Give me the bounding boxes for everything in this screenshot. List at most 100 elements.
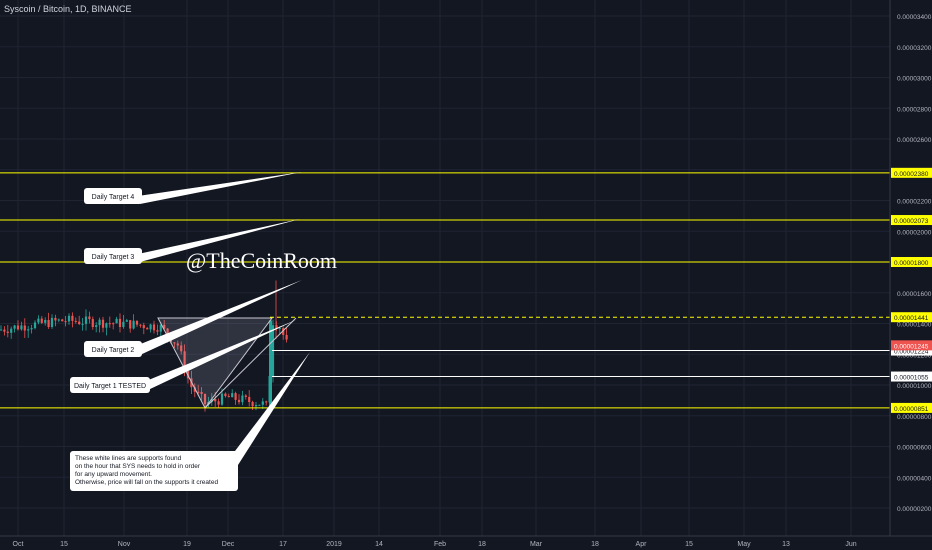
y-tick-label: 0.00002600: [897, 137, 932, 144]
x-tick-label: May: [737, 541, 751, 548]
candle-body: [135, 320, 139, 325]
candle-body: [210, 398, 213, 402]
callout-text: Daily Target 3: [92, 254, 135, 261]
candle-body: [176, 343, 179, 346]
candle-body: [37, 318, 40, 323]
candle-body: [227, 396, 230, 398]
callout-box[interactable]: [70, 451, 238, 491]
candle-body: [74, 320, 77, 322]
callout-pointer: [232, 352, 310, 465]
candle-body: [163, 324, 166, 329]
candle-body: [278, 328, 281, 330]
candle-body: [166, 328, 169, 336]
candle-body: [251, 402, 254, 407]
candle-body: [217, 401, 220, 405]
x-tick-label: 2019: [326, 541, 342, 548]
candle-body: [214, 398, 217, 402]
callout-pointer: [138, 219, 300, 262]
candle-body: [61, 319, 64, 322]
candle-body: [132, 320, 135, 329]
candle-body: [142, 325, 145, 329]
y-tick-label: 0.00003400: [897, 14, 932, 21]
candle-body: [67, 315, 71, 322]
price-axis[interactable]: [890, 0, 932, 536]
candle-body: [180, 345, 183, 352]
candle-body: [183, 351, 186, 372]
trend-line: [204, 317, 297, 409]
candle-body: [47, 320, 50, 328]
price-level-tag-text: 0.00000851: [894, 406, 929, 413]
callout-box[interactable]: [84, 341, 142, 357]
price-level-tag: [891, 312, 932, 323]
candle-body: [88, 316, 91, 320]
candle-body: [139, 324, 142, 326]
y-tick-label: 0.00002800: [897, 106, 932, 113]
candle-body: [20, 325, 23, 330]
candle-body: [64, 321, 67, 323]
callout-text: Daily Target 4: [92, 194, 135, 201]
candle-body: [122, 321, 125, 328]
callout-box[interactable]: [84, 248, 142, 264]
candle-body: [231, 393, 234, 398]
price-level-tag-text: 0.00001800: [894, 260, 929, 267]
y-tick-label: 0.00001000: [897, 383, 932, 390]
y-tick-label: 0.00001200: [897, 352, 932, 359]
candle-body: [6, 331, 9, 333]
candle-body: [44, 320, 47, 323]
x-tick-label: 18: [591, 541, 599, 548]
x-tick-label: Jun: [845, 541, 856, 548]
candle-body: [105, 323, 108, 328]
y-tick-label: 0.00002200: [897, 199, 932, 206]
x-tick-label: 19: [183, 541, 191, 548]
candle-body: [78, 321, 81, 325]
x-tick-label: Dec: [222, 541, 235, 548]
y-tick-label: 0.00001400: [897, 322, 932, 329]
candle-body: [254, 405, 258, 407]
candle-body: [0, 329, 3, 331]
current-price-text: 0.00001245: [894, 343, 929, 350]
candle-body: [234, 393, 237, 400]
candle-body: [23, 325, 26, 331]
y-tick-label: 0.00000600: [897, 445, 932, 452]
callout-text: Daily Target 2: [92, 347, 135, 354]
callout-text: Daily Target 1 TESTED: [74, 383, 146, 390]
candle-body: [220, 393, 224, 405]
x-tick-label: Apr: [636, 541, 648, 548]
candle-body: [197, 391, 200, 393]
watermark-text: @TheCoinRoom: [186, 248, 337, 273]
x-tick-label: Nov: [118, 541, 131, 548]
candle-body: [258, 404, 261, 406]
x-tick-label: 14: [375, 541, 383, 548]
callout-text: Otherwise, price will fall on the suppor…: [75, 479, 218, 486]
x-tick-label: Oct: [13, 541, 24, 548]
time-axis[interactable]: [0, 536, 932, 550]
candle-body: [81, 323, 84, 325]
candle-body: [203, 393, 207, 405]
candle-body: [282, 328, 285, 335]
price-level-tag: [891, 371, 932, 382]
candle-body: [84, 316, 88, 324]
x-tick-label: 18: [478, 541, 486, 548]
callout-box[interactable]: [84, 188, 142, 204]
symbol-title: Syscoin / Bitcoin, 1D, BINANCE: [4, 4, 132, 14]
price-level-tag-text: 0.00002073: [894, 218, 929, 225]
candle-body: [265, 401, 268, 403]
candle-body: [237, 399, 241, 403]
candle-body: [98, 319, 101, 326]
y-tick-label: 0.00003000: [897, 76, 932, 83]
callout-box[interactable]: [70, 377, 150, 393]
price-level-tag-text: 0.00002380: [894, 171, 929, 178]
candle-body: [241, 395, 244, 403]
candle-body: [54, 317, 57, 321]
price-level-tag: [891, 345, 932, 356]
price-level-tag: [891, 402, 932, 413]
current-price-tag: [891, 340, 932, 351]
y-tick-label: 0.00001600: [897, 291, 932, 298]
price-level-tag: [891, 167, 932, 178]
x-tick-label: 17: [279, 541, 287, 548]
candle-body: [40, 318, 43, 323]
candle-body: [152, 324, 156, 331]
candle-body: [146, 328, 149, 330]
candle-body: [248, 396, 251, 403]
